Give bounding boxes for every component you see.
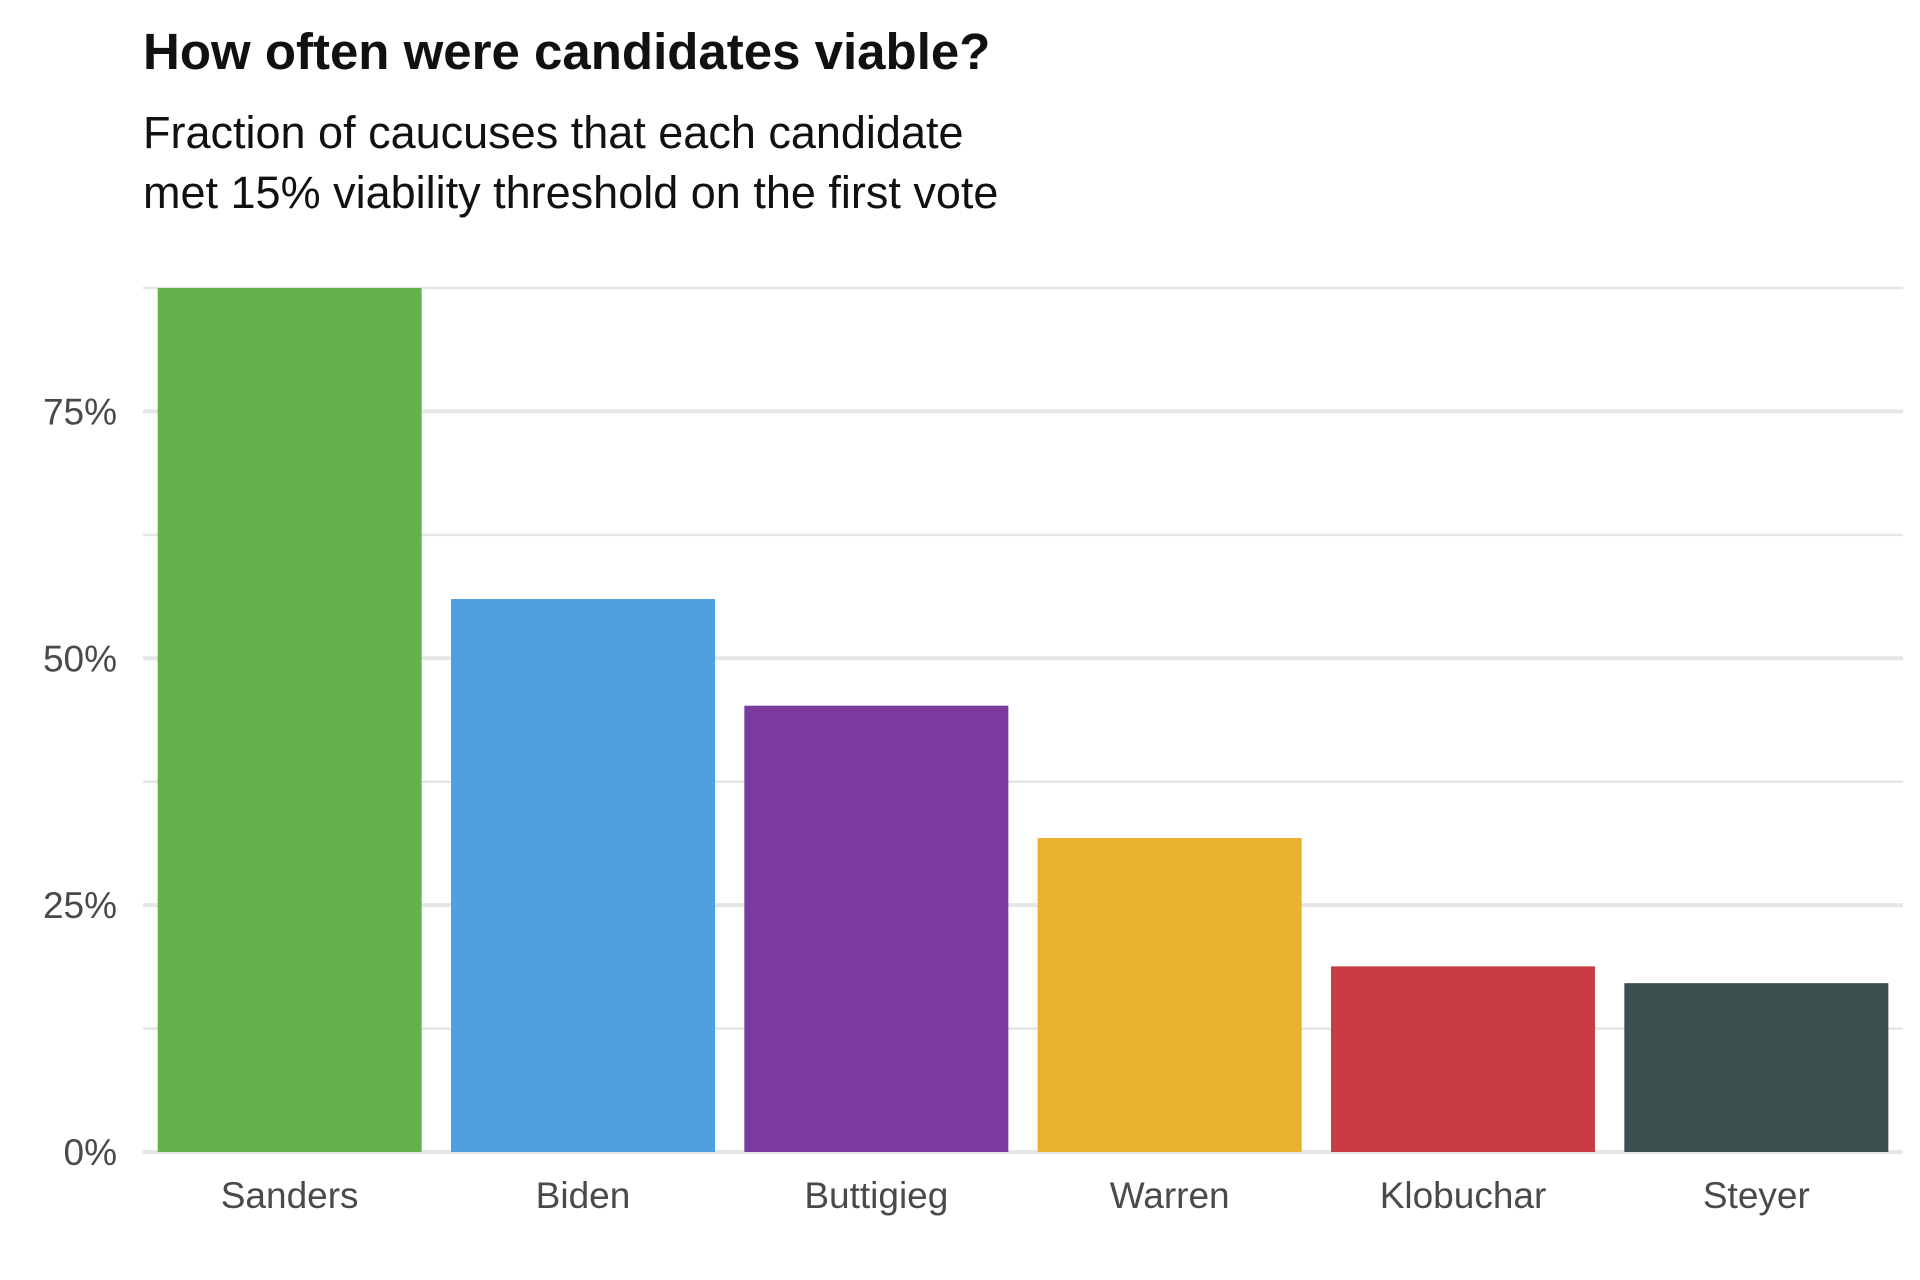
y-tick-label: 75%: [43, 391, 117, 432]
bar-steyer: [1624, 983, 1889, 1152]
x-tick-label-steyer: Steyer: [1703, 1175, 1810, 1216]
subtitle-line-1: Fraction of caucuses that each candidate: [143, 107, 964, 158]
y-tick-label: 25%: [43, 885, 117, 926]
gridlines: [143, 286, 1903, 1154]
y-axis-tick-labels: 0% 25% 50% 75%: [43, 391, 117, 1173]
subtitle-line-2: met 15% viability threshold on the first…: [143, 167, 999, 218]
chart-subtitle: Fraction of caucuses that each candidate…: [143, 103, 998, 223]
bars: [157, 288, 1889, 1152]
bar-klobuchar: [1331, 966, 1595, 1152]
x-axis-tick-labels: Sanders Biden Buttigieg Warren Klobuchar Stey…: [221, 1175, 1810, 1216]
x-tick-label-buttigieg: Buttigieg: [804, 1175, 948, 1216]
bar-buttigieg: [744, 705, 1009, 1152]
bar-biden: [451, 599, 715, 1152]
x-tick-label-sanders: Sanders: [221, 1175, 359, 1216]
y-tick-label: 50%: [43, 638, 117, 679]
bar-sanders: [157, 288, 422, 1152]
chart-title: How often were candidates viable?: [143, 23, 991, 80]
bar-warren: [1037, 837, 1302, 1152]
x-tick-label-warren: Warren: [1110, 1175, 1230, 1216]
x-tick-label-biden: Biden: [536, 1175, 631, 1216]
x-tick-label-klobuchar: Klobuchar: [1380, 1175, 1547, 1216]
y-tick-label: 0%: [64, 1132, 117, 1173]
